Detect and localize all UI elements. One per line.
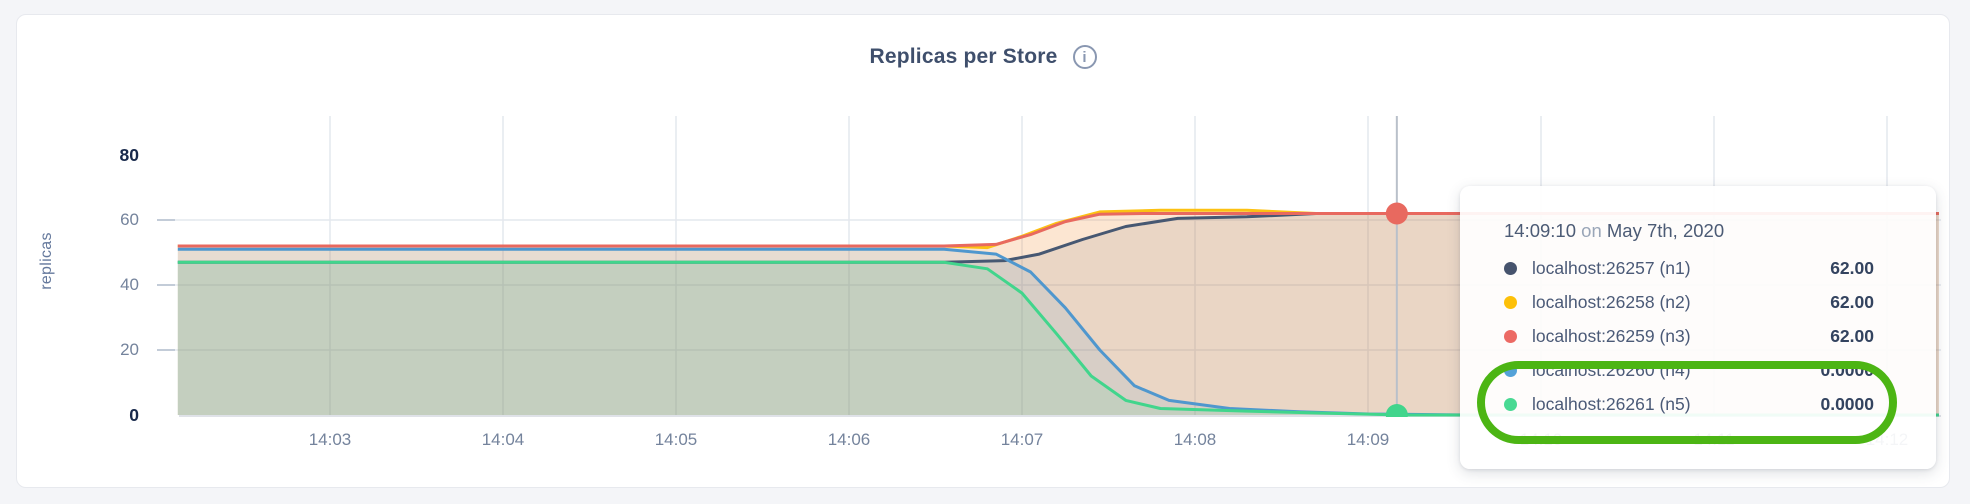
series-color-dot — [1504, 261, 1517, 275]
tooltip-timestamp: 14:09:10 on May 7th, 2020 — [1504, 220, 1874, 242]
hover-dot — [1385, 404, 1408, 417]
tooltip-series-row: localhost:26260 (n4) 0.0000 — [1504, 353, 1874, 387]
y-axis-title: replicas — [38, 232, 55, 290]
series-line — [177, 212, 1939, 248]
series-value: 62.00 — [1830, 257, 1874, 278]
tooltip-series-row: localhost:26259 (n3) 62.00 — [1504, 319, 1874, 353]
series-area — [177, 249, 1939, 415]
info-icon[interactable]: i — [1072, 45, 1097, 69]
chart-tooltip: 14:09:10 on May 7th, 2020 localhost:2625… — [1460, 186, 1936, 469]
tooltip-conjunction: on — [1576, 220, 1607, 241]
tooltip-series-row: localhost:26257 (n1) 62.00 — [1504, 251, 1874, 285]
series-name: localhost:26257 (n1) — [1532, 257, 1691, 278]
y-axis-tick-label: 40 — [120, 275, 139, 294]
series-line — [177, 260, 1939, 417]
series-value: 62.00 — [1830, 291, 1874, 312]
x-axis-tick-label: 14:09 — [1346, 430, 1390, 449]
y-axis-tick-label: 80 — [119, 145, 139, 165]
metric-panel-replicas-per-store: Replicas per Store i 0 20 40 60 80 14:03 14:0… — [16, 14, 1950, 488]
x-axis-tick-label: 14:04 — [481, 430, 525, 449]
tooltip-date: May 7th, 2020 — [1606, 220, 1725, 241]
chart-header: Replicas per Store i — [17, 45, 1949, 69]
series-color-dot — [1504, 329, 1517, 343]
series-value: 0.0000 — [1820, 359, 1874, 380]
x-axis-tick-label: 14:03 — [308, 430, 352, 449]
series-color-dot — [1504, 363, 1517, 377]
series-color-dot — [1504, 397, 1517, 411]
hover-dot — [1385, 202, 1408, 225]
x-axis-tick-label: 14:08 — [1173, 430, 1217, 449]
series-line — [177, 212, 1939, 264]
y-axis-tick-label: 60 — [120, 210, 139, 229]
series-color-dot — [1504, 295, 1517, 309]
series-value: 0.0000 — [1820, 393, 1874, 414]
y-axis-tick-label: 0 — [129, 405, 139, 425]
series-value: 62.00 — [1830, 325, 1874, 346]
series-name: localhost:26258 (n2) — [1532, 291, 1691, 312]
x-axis-tick-label: 14:05 — [654, 430, 698, 449]
series-name: localhost:26259 (n3) — [1532, 325, 1691, 346]
tooltip-time: 14:09:10 — [1504, 220, 1577, 241]
tooltip-series-row: localhost:26261 (n5) 0.0000 — [1504, 387, 1874, 421]
series-name: localhost:26261 (n5) — [1532, 393, 1691, 414]
series-area — [177, 262, 1939, 415]
series-name: localhost:26260 (n4) — [1532, 359, 1691, 380]
tooltip-series-row: localhost:26258 (n2) 62.00 — [1504, 285, 1874, 319]
y-axis-tick-label: 20 — [120, 340, 139, 359]
x-axis-tick-label: 14:06 — [827, 430, 871, 449]
x-axis-tick-label: 14:07 — [1000, 430, 1044, 449]
chart-title: Replicas per Store — [869, 45, 1058, 68]
